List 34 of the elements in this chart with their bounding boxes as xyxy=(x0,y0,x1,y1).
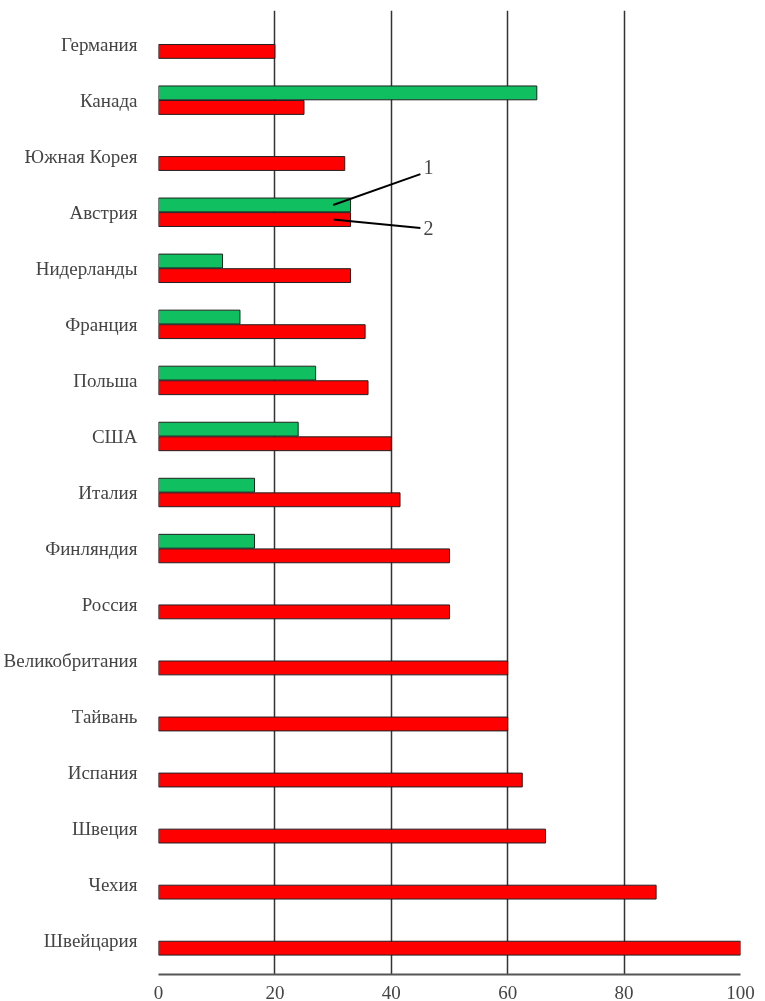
y-tick-label: Италия xyxy=(78,482,138,503)
x-tick-label: 80 xyxy=(614,981,634,1001)
bar xyxy=(158,828,547,844)
y-tick-label: Франция xyxy=(65,313,138,335)
bar xyxy=(158,772,523,788)
y-tick-label: Канада xyxy=(79,89,139,111)
y-tick-label: Германия xyxy=(60,33,138,55)
y-tick-label: Финляндия xyxy=(45,538,138,560)
y-tick-label: Южная Корея xyxy=(24,145,138,167)
y-tick-label: Швейцария xyxy=(43,930,138,952)
y-tick-label: Чехия xyxy=(88,874,138,896)
y-tick-label: Россия xyxy=(81,594,138,616)
bar xyxy=(158,604,450,620)
bar xyxy=(158,43,276,59)
bar xyxy=(158,156,346,171)
y-tick-label: Тайвань xyxy=(71,706,138,728)
x-tick-label: 100 xyxy=(726,981,755,1001)
x-tick-label: 0 xyxy=(153,981,164,1001)
annotation: 1 xyxy=(423,156,434,179)
bar xyxy=(158,940,741,956)
y-tick-label: Великобритания xyxy=(3,650,138,672)
y-tick-label: Австрия xyxy=(69,201,138,223)
y-tick-label: США xyxy=(91,425,138,447)
y-tick-label: Швеция xyxy=(71,818,138,840)
bar xyxy=(158,884,657,900)
x-tick-label: 40 xyxy=(381,981,401,1001)
bar xyxy=(158,660,509,676)
x-tick-label: 60 xyxy=(498,981,518,1001)
bar xyxy=(158,716,509,732)
y-tick-label: Испания xyxy=(67,762,138,784)
y-tick-label: Нидерланды xyxy=(35,257,138,279)
y-tick-label: Польша xyxy=(73,369,139,391)
annotation: 2 xyxy=(423,216,434,239)
x-tick-label: 20 xyxy=(265,981,285,1001)
